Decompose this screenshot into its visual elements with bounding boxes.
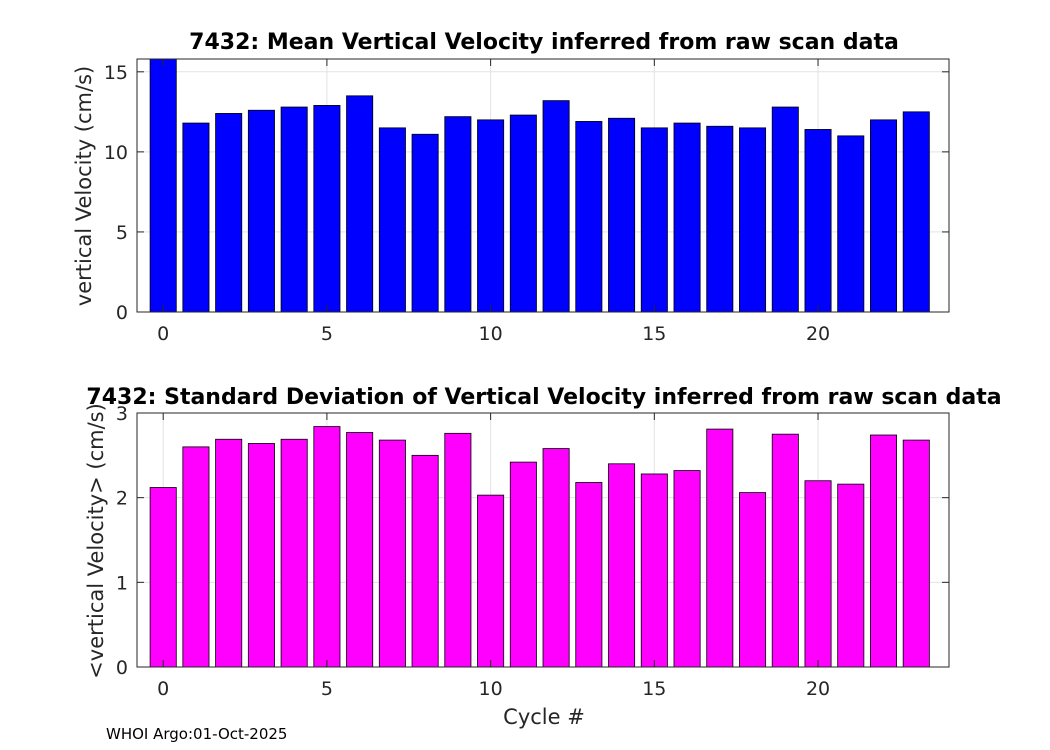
- bar: [444, 116, 472, 313]
- plot-area: [137, 412, 949, 668]
- bar: [313, 426, 341, 668]
- bar: [182, 446, 210, 668]
- axes-box: [136, 58, 950, 313]
- bar: [280, 106, 308, 313]
- x-tick-label: 0: [157, 323, 169, 345]
- bar: [837, 483, 865, 668]
- x-tick-label: 15: [642, 323, 666, 345]
- bar: [411, 133, 439, 313]
- y-tick-label: 0: [116, 302, 128, 324]
- x-tick-label: 20: [806, 323, 830, 345]
- bar: [870, 119, 898, 313]
- bar: [247, 109, 275, 313]
- bar: [411, 454, 439, 668]
- bar: [575, 121, 603, 313]
- y-tick-label: 10: [104, 142, 128, 164]
- bar: [771, 433, 799, 668]
- bar: [346, 95, 374, 313]
- bar: [509, 114, 537, 313]
- x-tick-label: 0: [157, 678, 169, 700]
- x-axis-label: Cycle #: [503, 705, 585, 729]
- bar: [902, 439, 930, 668]
- y-tick-label: 5: [116, 222, 128, 244]
- y-tick-label: 1: [116, 572, 128, 594]
- bar: [542, 448, 570, 668]
- bar: [149, 487, 177, 668]
- y-axis-label: vertical Velocity (cm/s): [72, 66, 96, 306]
- y-tick-label: 0: [116, 657, 128, 679]
- y-tick-label: 2: [116, 488, 128, 510]
- y-tick-label: 15: [104, 62, 128, 84]
- bar: [739, 492, 767, 668]
- bar: [608, 117, 636, 313]
- bar: [542, 100, 570, 313]
- mean-velocity-chart: 0 5 10 15 20 0 5 10 15 7432: Mean Vertical Veloci…: [72, 30, 950, 345]
- bar: [640, 473, 668, 668]
- bar: [313, 105, 341, 313]
- bar: [804, 129, 832, 313]
- x-tick-label: 10: [479, 323, 503, 345]
- x-tick-label: 15: [642, 678, 666, 700]
- bar: [477, 494, 505, 668]
- bar: [706, 125, 734, 313]
- chart-title: 7432: Mean Vertical Velocity inferred fr…: [189, 30, 899, 55]
- bar: [804, 480, 832, 668]
- bar: [477, 119, 505, 313]
- bar: [608, 463, 636, 668]
- bar: [215, 438, 243, 668]
- y-tick-label: 3: [116, 403, 128, 425]
- x-tick-label: 5: [321, 323, 333, 345]
- bar: [280, 438, 308, 668]
- x-tick-label: 10: [479, 678, 503, 700]
- bar: [706, 428, 734, 668]
- bar: [640, 127, 668, 313]
- x-tick-label: 20: [806, 678, 830, 700]
- axes-box: [136, 412, 950, 668]
- bar: [247, 443, 275, 668]
- bar: [771, 106, 799, 313]
- bar: [673, 122, 701, 313]
- footer-stamp: WHOI Argo:01-Oct-2025: [106, 725, 288, 743]
- bar: [870, 434, 898, 668]
- bar: [444, 432, 472, 668]
- bar: [509, 461, 537, 668]
- bar: [673, 470, 701, 668]
- x-tick-label: 5: [321, 678, 333, 700]
- bar: [378, 127, 406, 313]
- bar: [739, 127, 767, 313]
- bar: [837, 135, 865, 313]
- chart-title: 7432: Standard Deviation of Vertical Vel…: [86, 385, 1001, 410]
- bar: [378, 439, 406, 668]
- bar: [902, 111, 930, 313]
- bar: [182, 122, 210, 313]
- plot-area: [137, 58, 949, 313]
- bar: [346, 432, 374, 668]
- y-axis-label: <vertical Velocity> (cm/s): [84, 403, 108, 679]
- bar: [575, 482, 603, 668]
- bar: [149, 58, 177, 313]
- bar: [215, 113, 243, 313]
